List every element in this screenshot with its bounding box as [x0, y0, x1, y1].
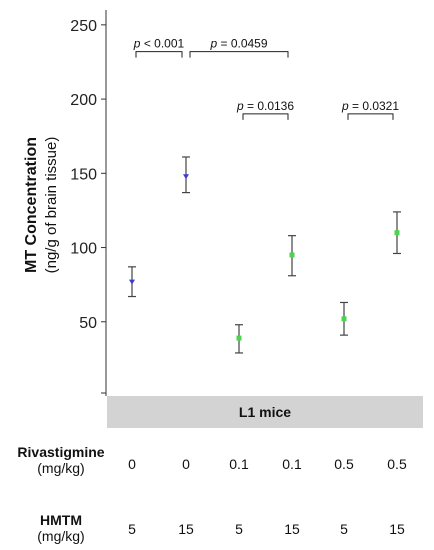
hmtm-row-label: HMTM (mg/kg) [8, 512, 114, 544]
y-tick-label: 200 [70, 92, 97, 109]
y-axis-label: MT Concentration [23, 137, 40, 273]
hmtm-value: 15 [284, 521, 300, 537]
data-point-group [182, 156, 190, 194]
p-value-label: p = 0.0321 [341, 99, 399, 113]
data-point-marker [236, 335, 242, 341]
p-value-label: p < 0.001 [133, 37, 185, 51]
y-axis-sublabel: (ng/g of brain tissue) [43, 137, 60, 274]
significance-bracket: p = 0.0321 [341, 99, 399, 120]
group-label: L1 mice [238, 404, 292, 420]
hmtm-value: 5 [340, 521, 348, 537]
rivastigmine-value: 0.5 [387, 456, 407, 472]
hmtm-value: 5 [235, 521, 243, 537]
hmtm-value: 15 [178, 521, 194, 537]
rivastigmine-value: 0.5 [334, 456, 354, 472]
significance-bracket: p < 0.001 [133, 37, 185, 58]
significance-bracket: p = 0.0136 [236, 99, 294, 120]
y-axis: 50 100 150 200 250 [70, 10, 107, 396]
p-value-label: p = 0.0136 [236, 99, 294, 113]
y-tick-label: 150 [70, 166, 97, 183]
p-value-label: p = 0.0459 [209, 37, 267, 51]
group-band: L1 mice [107, 396, 423, 428]
rivastigmine-row-label: Rivastigmine (mg/kg) [8, 444, 114, 476]
bracket-line [347, 113, 394, 120]
significance-annotations: p < 0.001 p = 0.0459 p = 0.0136 p = 0.0321 [133, 37, 399, 120]
bracket-line [135, 51, 183, 58]
y-tick-label: 250 [70, 18, 97, 35]
data-point-marker [289, 252, 295, 258]
hmtm-value: 5 [128, 521, 136, 537]
hmtm-label: HMTM [40, 512, 82, 528]
y-tick-label: 100 [70, 241, 97, 258]
hmtm-value: 15 [389, 521, 405, 537]
y-tick-label: 50 [79, 315, 97, 332]
data-point-marker [394, 230, 400, 236]
data-point-group [393, 211, 401, 255]
hmtm-unit: (mg/kg) [37, 528, 85, 544]
data-points [128, 156, 401, 354]
bracket-line [242, 113, 289, 120]
significance-bracket: p = 0.0459 [189, 37, 289, 58]
rivastigmine-value: 0.1 [282, 456, 302, 472]
data-point-group [288, 235, 296, 277]
rivastigmine-value: 0.1 [229, 456, 249, 472]
rivastigmine-unit: (mg/kg) [37, 460, 85, 476]
rivastigmine-label: Rivastigmine [17, 444, 105, 460]
data-point-marker [183, 174, 189, 180]
data-point-group [235, 324, 243, 354]
data-point-group [128, 266, 136, 298]
data-point-marker [341, 316, 347, 322]
bracket-line [189, 51, 289, 58]
rivastigmine-value: 0 [182, 456, 190, 472]
data-point-marker [129, 279, 135, 285]
rivastigmine-value: 0 [128, 456, 136, 472]
data-point-group [340, 301, 348, 336]
